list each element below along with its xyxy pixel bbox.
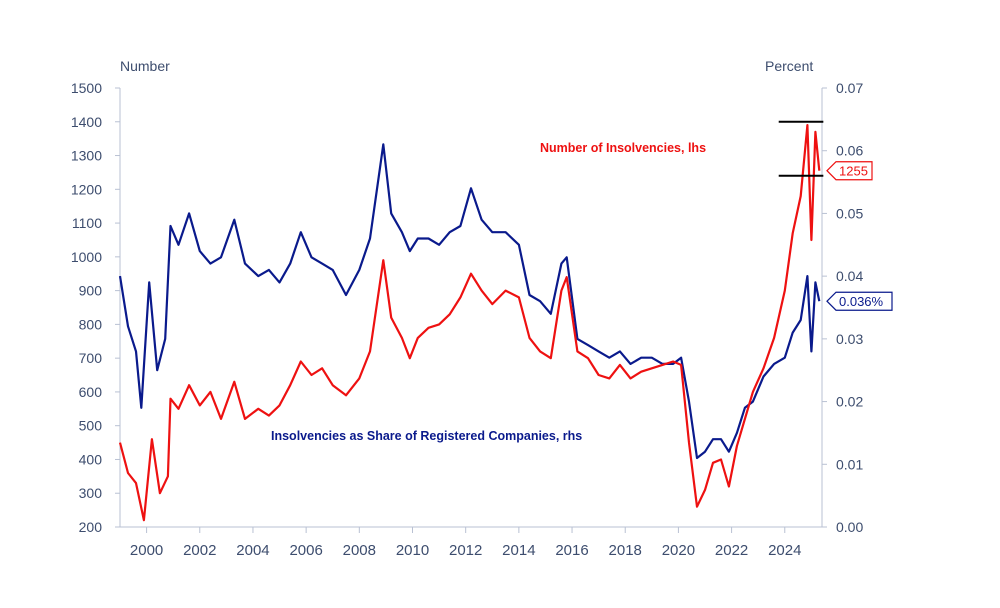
x-tick-label: 2002	[183, 542, 216, 559]
left-axis-unit-label: Number	[120, 58, 170, 74]
left-tick-label: 1200	[71, 181, 102, 197]
red-series-label: Number of Insolvencies, lhs	[540, 141, 706, 155]
left-tick-label: 400	[79, 451, 103, 467]
blue-end-value-box	[826, 291, 893, 311]
blue-series-label: Insolvencies as Share of Registered Comp…	[271, 429, 582, 443]
left-tick-label: 800	[79, 316, 103, 332]
blue-end-value-text: 0.036%	[839, 294, 884, 309]
x-tick-label: 2000	[130, 542, 163, 559]
right-tick-label: 0.02	[836, 394, 863, 410]
right-tick-label: 0.05	[836, 205, 863, 221]
x-tick-label: 2024	[768, 542, 801, 559]
left-tick-label: 200	[79, 519, 103, 535]
x-tick-label: 2004	[236, 542, 269, 559]
left-tick-label: 1100	[72, 215, 102, 231]
left-tick-label: 500	[79, 418, 103, 434]
right-tick-label: 0.06	[836, 143, 863, 159]
x-tick-label: 2018	[609, 542, 642, 559]
red-end-value-text: 1255	[839, 164, 868, 179]
x-tick-label: 2006	[289, 542, 322, 559]
x-tick-label: 2016	[555, 542, 588, 559]
x-tick-label: 2020	[662, 542, 695, 559]
right-tick-label: 0.00	[836, 519, 863, 535]
x-tick-label: 2022	[715, 542, 748, 559]
x-tick-label: 2014	[502, 542, 535, 559]
left-tick-label: 1300	[71, 148, 102, 164]
x-tick-label: 2010	[396, 542, 429, 559]
left-tick-label: 1500	[71, 80, 102, 96]
left-tick-label: 1400	[71, 114, 102, 130]
right-tick-label: 0.04	[836, 268, 863, 284]
left-tick-label: 600	[79, 384, 103, 400]
left-tick-label: 700	[79, 350, 103, 366]
insolvency-share-series-line	[118, 143, 821, 460]
x-tick-label: 2008	[343, 542, 376, 559]
x-tick-label: 2012	[449, 542, 482, 559]
red-end-value-box	[826, 161, 873, 181]
right-axis-unit-label: Percent	[765, 58, 813, 74]
right-tick-label: 0.01	[836, 456, 863, 472]
right-tick-label: 0.07	[836, 80, 863, 96]
left-tick-label: 300	[79, 485, 103, 501]
right-tick-label: 0.03	[836, 331, 863, 347]
left-tick-label: 900	[79, 283, 103, 299]
left-tick-label: 1000	[71, 249, 102, 265]
insolvency-count-series-line	[118, 123, 821, 522]
